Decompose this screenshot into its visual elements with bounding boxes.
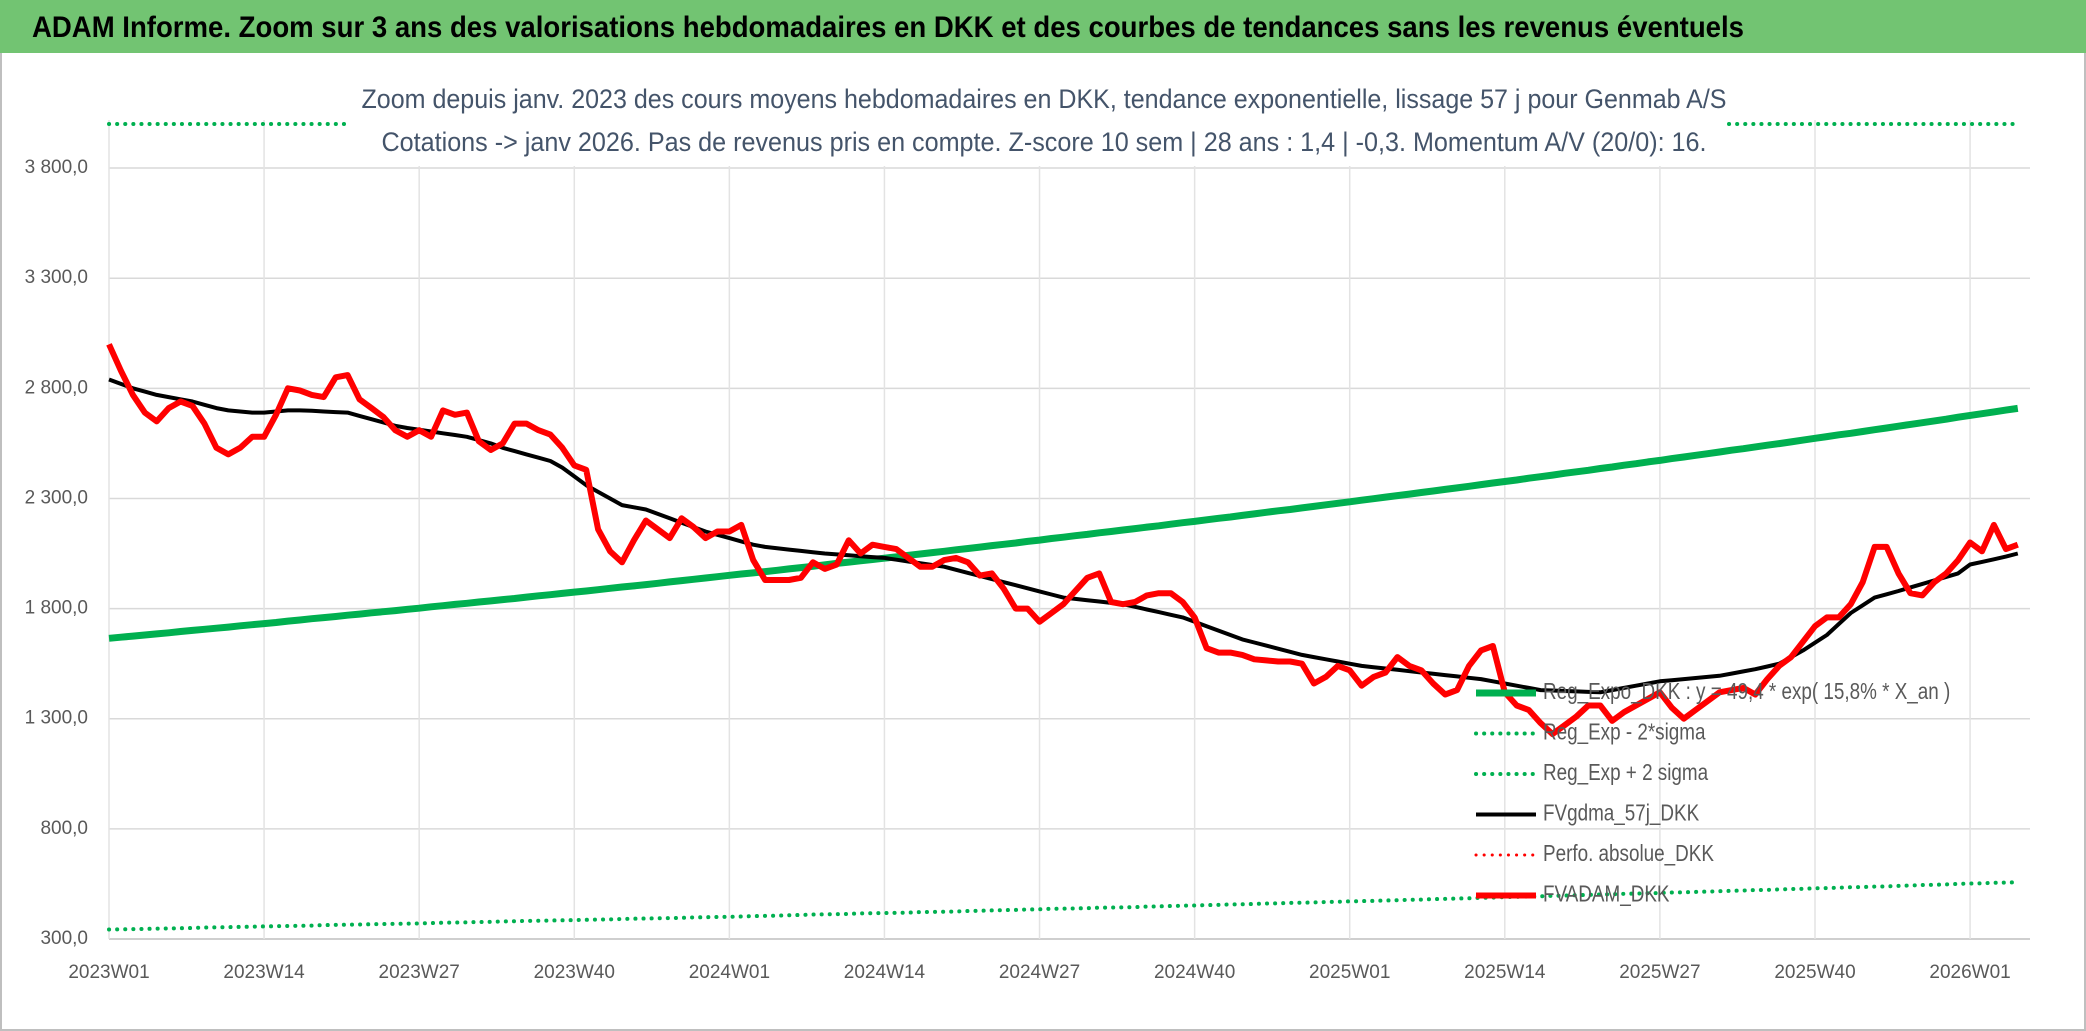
x-tick-label: 2024W01 bbox=[689, 962, 770, 983]
chart-title: Zoom depuis janv. 2023 des cours moyens … bbox=[362, 84, 1727, 114]
legend-label: Perfo. absolue_DKK bbox=[1543, 840, 1714, 866]
legend-label: Reg_Exp + 2 sigma bbox=[1543, 759, 1708, 785]
x-tick-label: 2023W40 bbox=[534, 962, 615, 983]
x-tick-label: 2023W01 bbox=[68, 962, 149, 983]
x-tick-label: 2023W27 bbox=[379, 962, 460, 983]
x-tick-label: 2024W14 bbox=[844, 962, 926, 983]
series-line bbox=[106, 343, 2019, 738]
x-tick-label: 2025W27 bbox=[1619, 962, 1700, 983]
y-tick-label: 300,0 bbox=[40, 928, 88, 949]
x-tick-label: 2026W01 bbox=[1929, 962, 2010, 983]
legend: Reg_Expo_DKK : y = 49,4 * exp( 15,8% * X… bbox=[1474, 678, 1950, 907]
x-tick-label: 2024W27 bbox=[999, 962, 1080, 983]
x-tick-label: 2024W40 bbox=[1154, 962, 1235, 983]
y-tick-label: 3 800,0 bbox=[25, 157, 88, 178]
series-line bbox=[107, 880, 2020, 932]
y-tick-label: 1 800,0 bbox=[25, 598, 88, 619]
y-tick-label: 800,0 bbox=[40, 818, 88, 839]
y-tick-label: 2 800,0 bbox=[25, 377, 88, 398]
x-tick-label: 2025W14 bbox=[1464, 962, 1546, 983]
header-bar bbox=[0, 0, 2086, 53]
legend-label: Reg_Expo_DKK : y = 49,4 * exp( 15,8% * X… bbox=[1543, 678, 1950, 704]
y-tick-label: 3 300,0 bbox=[25, 267, 88, 288]
y-tick-label: 1 300,0 bbox=[25, 708, 88, 729]
legend-label: FVgdma_57j_DKK bbox=[1543, 800, 1700, 826]
title-background bbox=[349, 80, 1725, 166]
y-tick-label: 2 300,0 bbox=[25, 487, 88, 508]
series-line bbox=[108, 377, 2019, 695]
legend-label: Reg_Exp - 2*sigma bbox=[1543, 719, 1706, 745]
series-line bbox=[108, 404, 2019, 642]
chart-subtitle: Cotations -> janv 2026. Pas de revenus p… bbox=[382, 127, 1707, 157]
legend-label: FVADAM_DKK bbox=[1543, 881, 1670, 907]
x-tick-label: 2025W40 bbox=[1774, 962, 1855, 983]
header-title: ADAM Informe. Zoom sur 3 ans des valoris… bbox=[32, 11, 1744, 44]
x-tick-label: 2023W14 bbox=[223, 962, 305, 983]
x-tick-label: 2025W01 bbox=[1309, 962, 1390, 983]
